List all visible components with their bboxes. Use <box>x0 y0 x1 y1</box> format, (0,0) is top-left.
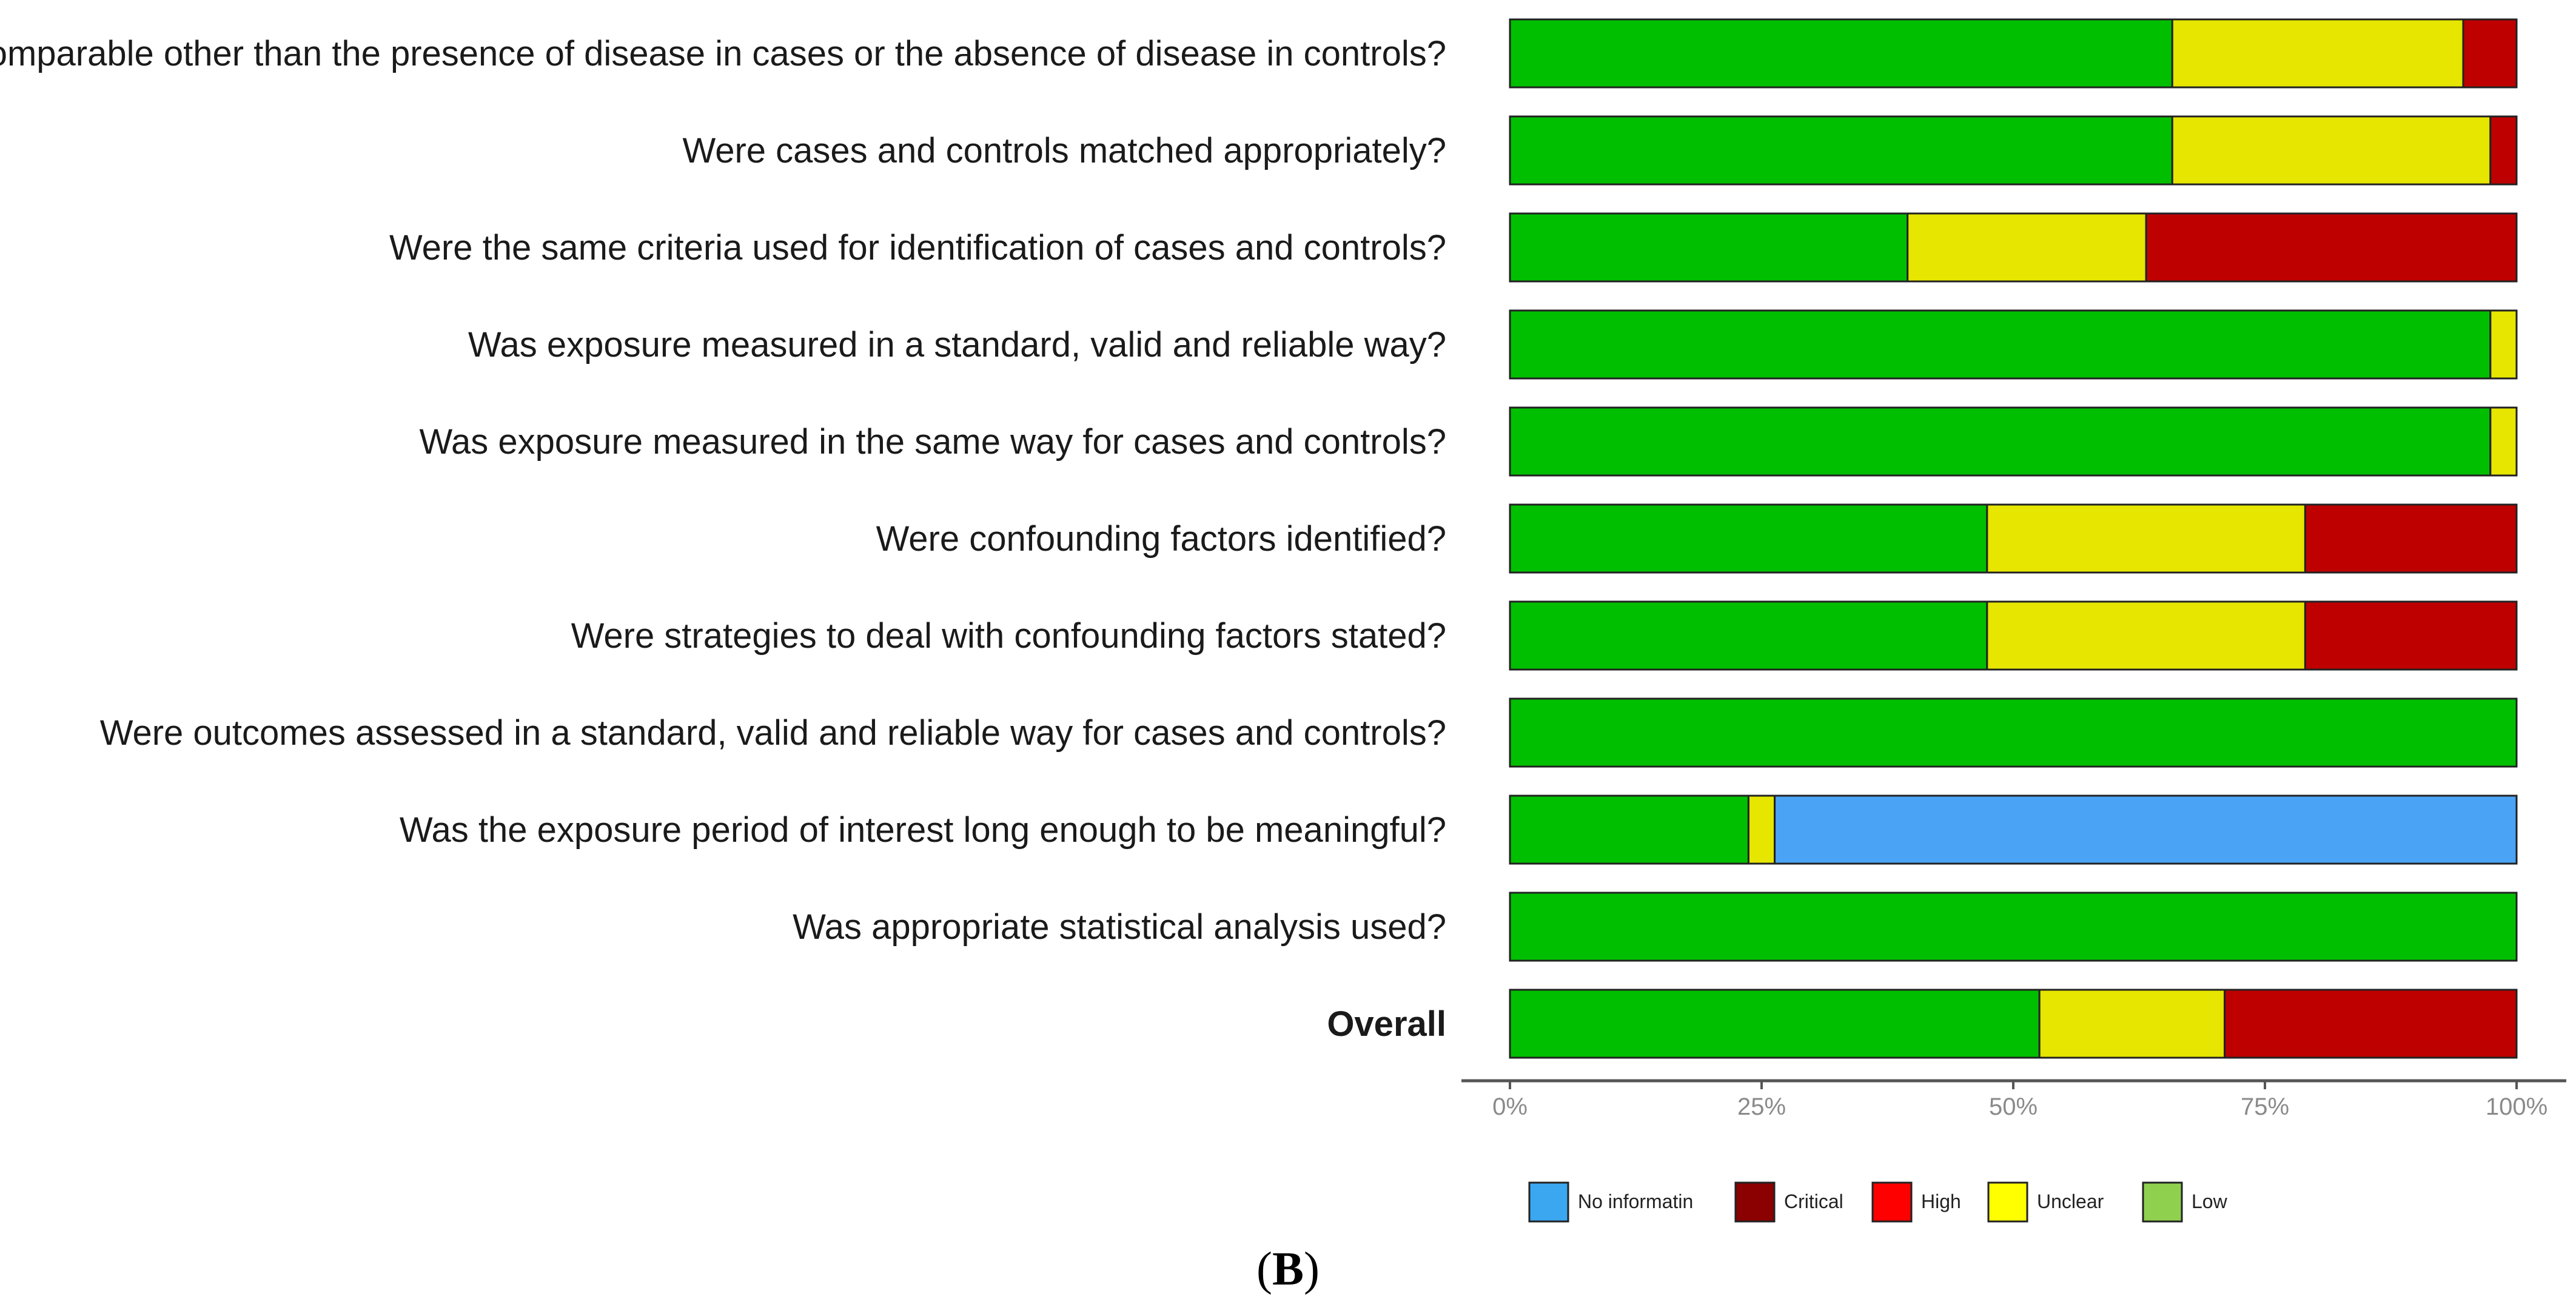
bar-segment <box>1509 406 2492 477</box>
legend-swatch <box>1987 1181 2028 1223</box>
bar-row: Were confounding factors identified? <box>876 503 2518 574</box>
row-label: Was exposure measured in the same way fo… <box>419 422 1446 462</box>
row-label: Were strategies to deal with confounding… <box>571 616 1446 656</box>
legend-item: Critical <box>1734 1181 1843 1223</box>
row-label: Was exposure measured in a standard, val… <box>468 325 1446 364</box>
bar-segment <box>2489 115 2518 186</box>
bar-segment <box>1986 600 2306 671</box>
bar-row: Was appropriate statistical analysis use… <box>793 892 2518 962</box>
legend-label: High <box>1921 1191 1961 1212</box>
row-label: Were the groups comparable other than th… <box>0 34 1446 73</box>
bar-segment <box>2462 18 2518 89</box>
row-label: Were the same criteria used for identifi… <box>389 228 1446 267</box>
bar-row: Was exposure measured in a standard, val… <box>468 309 2518 380</box>
bar-segment <box>1509 212 1909 283</box>
x-tick-label: 75% <box>2241 1093 2289 1120</box>
row-label: Was the exposure period of interest long… <box>400 810 1446 850</box>
bar-row: Were strategies to deal with confounding… <box>571 600 2518 671</box>
bar-segment <box>2038 989 2226 1059</box>
bar-segment <box>1509 989 2041 1059</box>
legend-item: Unclear <box>1987 1181 2104 1223</box>
x-tick-label: 100% <box>2486 1093 2547 1120</box>
row-label: Were cases and controls matched appropri… <box>683 131 1447 170</box>
bar-segment <box>2171 18 2464 89</box>
chart-rows: Were the groups comparable other than th… <box>0 18 2518 1059</box>
legend-label: No informatin <box>1578 1191 1693 1212</box>
legend-item: No informatin <box>1528 1181 1693 1223</box>
legend: No informatin Critical High Unclear Low <box>1528 1181 2228 1223</box>
bar-segment <box>2224 989 2518 1059</box>
legend-swatch <box>1734 1181 1776 1223</box>
panel-label: (B) <box>1256 1242 1320 1295</box>
bar-row: Was exposure measured in the same way fo… <box>419 406 2518 477</box>
bar-segment <box>2145 212 2518 283</box>
bar-segment <box>1509 892 2518 962</box>
row-label: Was appropriate statistical analysis use… <box>793 907 1446 947</box>
row-label: Were outcomes assessed in a standard, va… <box>100 713 1446 753</box>
bar-segment <box>1509 600 1988 671</box>
bar-segment <box>1509 503 1988 574</box>
bar-segment <box>1509 18 2173 89</box>
bar-segment <box>1509 309 2492 380</box>
bar-segment <box>1747 794 1776 865</box>
x-axis: 0% 25% 50% 75% 100% <box>1461 1079 2566 1120</box>
bar-row: Were the same criteria used for identifi… <box>389 212 2518 283</box>
bar-row: Were the groups comparable other than th… <box>0 18 2518 89</box>
legend-swatch <box>1528 1181 1569 1223</box>
bar-row: Were cases and controls matched appropri… <box>683 115 2518 186</box>
legend-label: Critical <box>1784 1191 1843 1212</box>
legend-label: Low <box>2192 1191 2228 1212</box>
bar-row: Overall <box>1327 989 2518 1059</box>
row-label: Were confounding factors identified? <box>876 519 1446 559</box>
x-tick-label: 50% <box>1989 1093 2038 1120</box>
x-tick-label: 25% <box>1737 1093 1786 1120</box>
bar-segment <box>1509 115 2173 186</box>
bar-segment <box>2489 406 2518 477</box>
legend-label: Unclear <box>2037 1191 2104 1212</box>
bar-row: Were outcomes assessed in a standard, va… <box>100 697 2518 768</box>
legend-item: Low <box>2142 1181 2228 1223</box>
bar-segment <box>1509 794 1749 865</box>
bar-segment <box>1774 794 2518 865</box>
legend-item: High <box>1871 1181 1961 1223</box>
bar-segment <box>1907 212 2147 283</box>
bar-segment <box>2304 600 2518 671</box>
row-label: Overall <box>1327 1004 1446 1044</box>
bar-row: Was the exposure period of interest long… <box>400 794 2518 865</box>
legend-swatch <box>1871 1181 1913 1223</box>
bar-segment <box>1509 697 2518 768</box>
bar-segment <box>2171 115 2492 186</box>
legend-swatch <box>2142 1181 2183 1223</box>
bar-segment <box>2304 503 2518 574</box>
bar-segment <box>2489 309 2518 380</box>
x-tick-label: 0% <box>1492 1093 1528 1120</box>
bar-segment <box>1986 503 2306 574</box>
